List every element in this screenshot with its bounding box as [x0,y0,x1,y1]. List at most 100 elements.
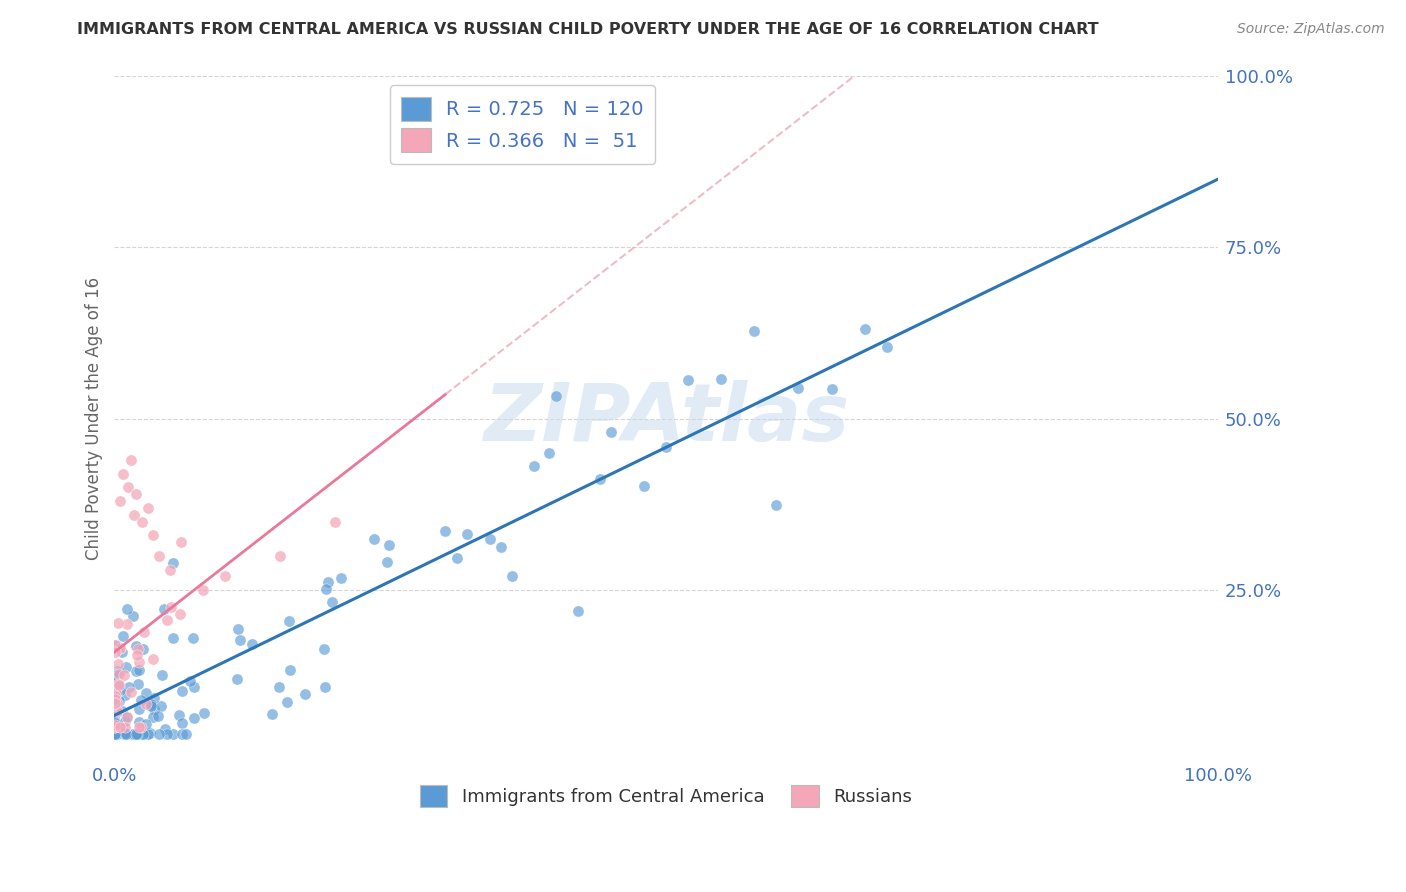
Point [121,608,143,623]
Point [294,686,316,700]
Point [125,727,148,741]
Point [111,704,134,718]
Point [478,532,501,546]
Point [152,602,174,616]
Point [115,709,138,723]
Point [599,425,621,440]
Point [277,614,299,628]
Point [456,526,478,541]
Point [108,667,131,681]
Point [240,637,263,651]
Point [120,684,142,698]
Point [105,639,128,653]
Point [363,533,385,547]
Point [104,686,127,700]
Point [122,727,145,741]
Point [107,665,129,679]
Text: Source: ZipAtlas.com: Source: ZipAtlas.com [1237,22,1385,37]
Point [142,528,165,542]
Y-axis label: Child Poverty Under the Age of 16: Child Poverty Under the Age of 16 [86,277,103,560]
Point [104,727,127,741]
Point [138,726,160,740]
Point [125,487,148,501]
Point [318,575,340,590]
Point [129,693,152,707]
Point [129,721,152,735]
Point [742,324,765,338]
Point [150,698,173,713]
Point [143,702,166,716]
Point [108,721,131,735]
Point [315,582,337,597]
Point [148,549,170,563]
Point [314,680,336,694]
Point [117,710,139,724]
Point [114,727,136,741]
Point [633,479,655,493]
Point [128,655,150,669]
Point [544,389,567,403]
Point [132,642,155,657]
Point [676,373,699,387]
Point [131,727,153,741]
Point [142,710,165,724]
Point [117,480,139,494]
Point [787,381,810,395]
Point [127,677,149,691]
Point [104,689,127,703]
Point [169,535,191,549]
Point [108,678,131,692]
Point [108,694,131,708]
Point [276,695,298,709]
Point [103,721,125,735]
Point [162,631,184,645]
Point [108,641,131,656]
Point [179,674,201,689]
Point [330,571,353,585]
Point [105,727,128,741]
Point [108,640,131,655]
Point [523,459,546,474]
Point [162,727,184,741]
Point [128,715,150,730]
Point [160,599,183,614]
Point [655,440,678,454]
Point [104,727,127,741]
Point [214,569,236,583]
Point [229,632,252,647]
Point [378,538,401,552]
Point [135,686,157,700]
Point [269,680,291,694]
Point [181,631,204,645]
Point [114,688,136,702]
Point [156,727,179,741]
Point [132,727,155,741]
Point [434,524,457,538]
Point [125,648,148,662]
Point [153,723,176,737]
Point [107,677,129,691]
Point [174,727,197,741]
Point [124,640,146,654]
Point [278,663,301,677]
Point [125,664,148,678]
Text: ZIPAtlas: ZIPAtlas [482,380,849,458]
Point [765,498,787,512]
Point [225,673,247,687]
Point [172,683,194,698]
Point [104,715,127,730]
Point [375,555,398,569]
Point [114,727,136,741]
Point [191,583,214,598]
Point [143,690,166,705]
Point [104,645,127,659]
Point [135,697,157,711]
Point [104,718,127,732]
Point [131,515,153,529]
Point [323,515,346,529]
Point [107,679,129,693]
Point [104,690,127,704]
Point [104,676,127,690]
Point [127,642,149,657]
Point [114,714,136,729]
